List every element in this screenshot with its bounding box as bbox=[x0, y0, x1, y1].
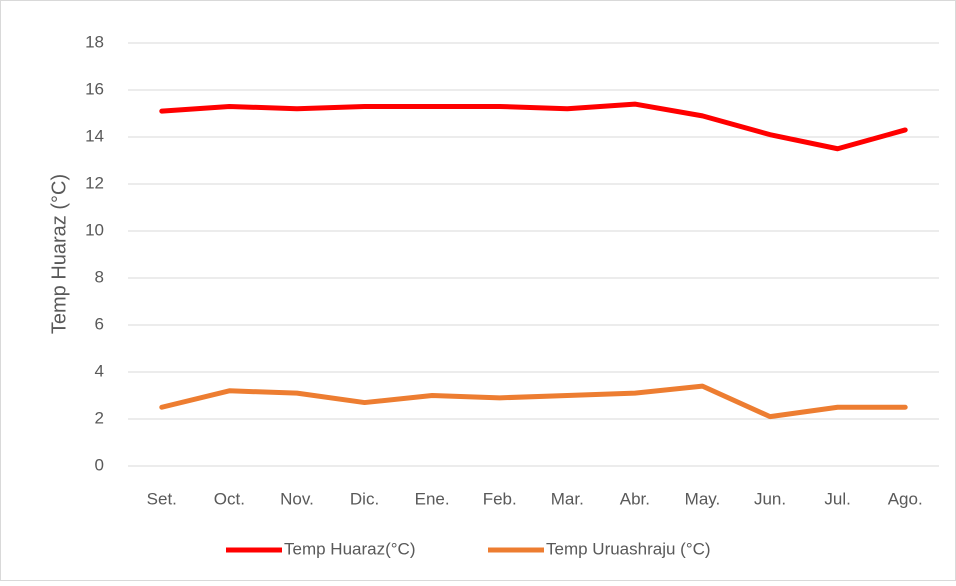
x-tick-label: Jul. bbox=[824, 489, 850, 508]
y-tick-label: 4 bbox=[95, 361, 104, 380]
y-tick-label: 18 bbox=[85, 32, 104, 51]
x-tick-label: Feb. bbox=[483, 489, 517, 508]
x-tick-label: Abr. bbox=[620, 489, 650, 508]
x-tick-label: Mar. bbox=[551, 489, 584, 508]
y-axis-label: Temp Huaraz (°C) bbox=[48, 174, 70, 334]
x-tick-label: Set. bbox=[147, 489, 177, 508]
legend-label: Temp Huaraz(°C) bbox=[284, 539, 416, 558]
x-tick-label: Ene. bbox=[415, 489, 450, 508]
x-tick-label: May. bbox=[685, 489, 721, 508]
y-tick-label: 8 bbox=[95, 267, 104, 286]
y-tick-label: 10 bbox=[85, 220, 104, 239]
y-tick-label: 12 bbox=[85, 173, 104, 192]
x-tick-label: Oct. bbox=[214, 489, 245, 508]
series-line bbox=[159, 383, 908, 420]
series-line bbox=[159, 101, 908, 152]
y-tick-label: 2 bbox=[95, 408, 104, 427]
y-tick-label: 0 bbox=[95, 455, 104, 474]
y-tick-label: 16 bbox=[85, 79, 104, 98]
x-tick-label: Nov. bbox=[280, 489, 314, 508]
legend-label: Temp Uruashraju (°C) bbox=[546, 539, 711, 558]
y-tick-label: 14 bbox=[85, 126, 104, 145]
x-tick-label: Dic. bbox=[350, 489, 379, 508]
x-tick-label: Jun. bbox=[754, 489, 786, 508]
y-tick-label: 6 bbox=[95, 314, 104, 333]
x-tick-label: Ago. bbox=[888, 489, 923, 508]
